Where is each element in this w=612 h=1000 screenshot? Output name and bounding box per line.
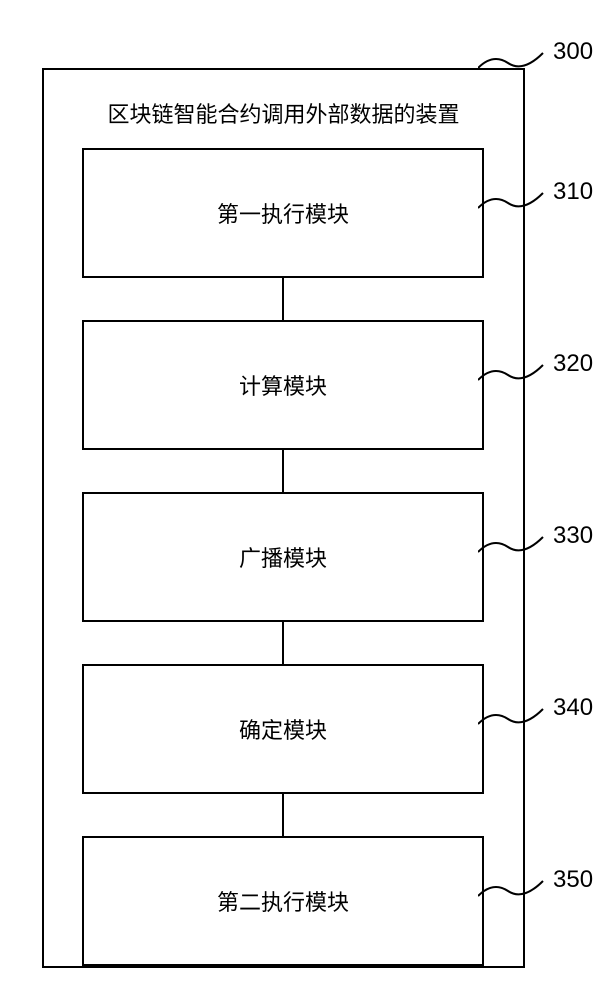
- wavy-310: [478, 188, 548, 218]
- module-350: 第二执行模块: [82, 836, 484, 966]
- module-310: 第一执行模块: [82, 148, 484, 278]
- connector-3: [282, 794, 284, 836]
- ref-320: 320: [553, 350, 593, 378]
- connector-1: [282, 450, 284, 492]
- wavy-340: [478, 704, 548, 734]
- module-320: 计算模块: [82, 320, 484, 450]
- ref-310: 310: [553, 178, 593, 206]
- ref-350: 350: [553, 866, 593, 894]
- connector-0: [282, 278, 284, 320]
- ref-300: 300: [553, 38, 593, 66]
- wavy-320: [478, 360, 548, 390]
- module-330: 广播模块: [82, 492, 484, 622]
- diagram-title: 区块链智能合约调用外部数据的装置: [42, 97, 525, 129]
- ref-340: 340: [553, 694, 593, 722]
- module-340: 确定模块: [82, 664, 484, 794]
- connector-2: [282, 622, 284, 664]
- ref-330: 330: [553, 522, 593, 550]
- wavy-330: [478, 532, 548, 562]
- wavy-350: [478, 876, 548, 906]
- wavy-300: [478, 48, 548, 78]
